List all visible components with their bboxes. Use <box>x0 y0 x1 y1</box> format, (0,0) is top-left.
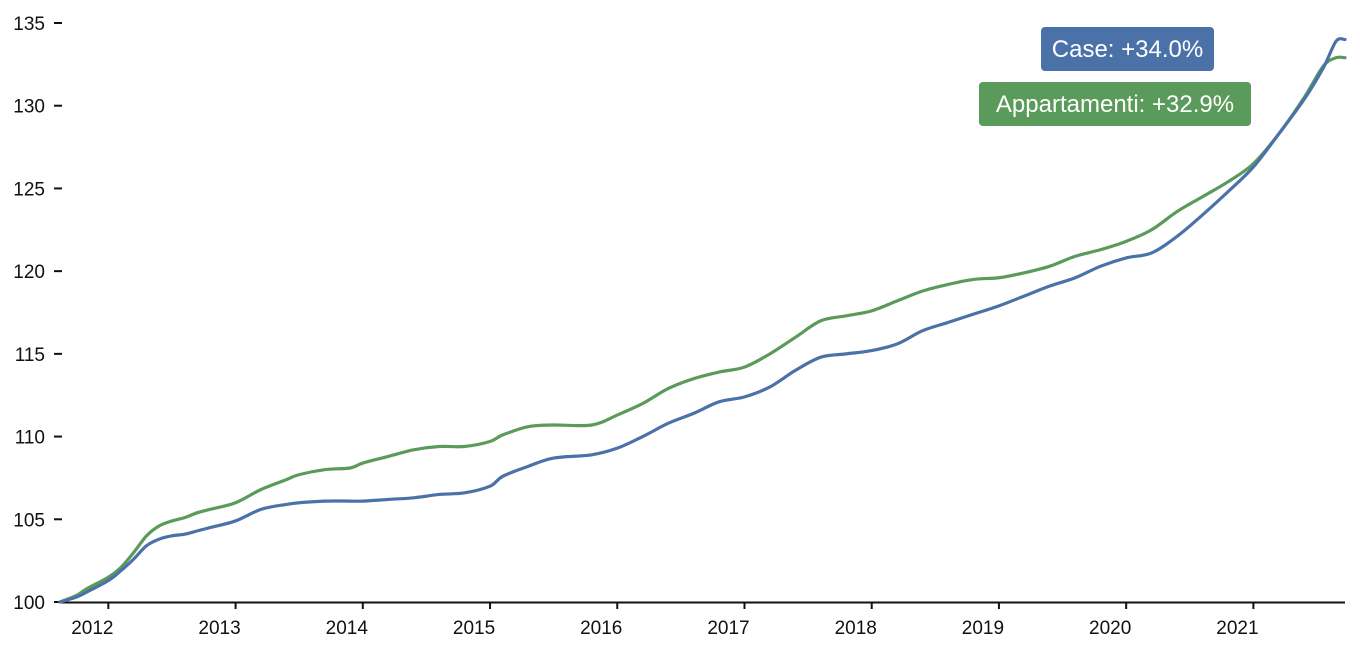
x-tick-label-2013: 2013 <box>198 618 240 639</box>
legend-label-case: Case: +34.0% <box>1052 36 1203 63</box>
y-tick-label-110: 110 <box>15 428 45 449</box>
x-tick-label-2018: 2018 <box>835 618 877 639</box>
y-tick-label-105: 105 <box>13 510 45 531</box>
x-tick-label-2014: 2014 <box>326 618 369 639</box>
y-tick-label-115: 115 <box>15 345 45 366</box>
legend: Case: +34.0% Appartamenti: +32.9% <box>979 27 1251 126</box>
x-tick-label-2021: 2021 <box>1216 618 1258 639</box>
series-line-case <box>58 37 1347 604</box>
x-tick-label-2012: 2012 <box>71 618 113 639</box>
series-lines <box>58 37 1347 604</box>
y-tick-label-130: 130 <box>13 97 45 118</box>
x-tick-label-2019: 2019 <box>962 618 1004 639</box>
legend-badge-case <box>1041 27 1214 71</box>
y-tick-label-120: 120 <box>13 262 45 283</box>
legend-badge-appartamenti <box>979 82 1251 126</box>
series-line-appartamenti <box>58 55 1347 604</box>
x-tick-label-2016: 2016 <box>580 618 622 639</box>
y-tick-label-100: 100 <box>13 593 45 614</box>
x-tick-label-2020: 2020 <box>1089 618 1131 639</box>
x-tick-label-2015: 2015 <box>453 618 495 639</box>
axes: 100 105 110 115 120 125 130 135 2012 2013 2014 2015… <box>13 14 1345 639</box>
legend-label-appartamenti: Appartamenti: +32.9% <box>996 91 1234 118</box>
x-tick-label-2017: 2017 <box>707 618 749 639</box>
y-tick-label-135: 135 <box>13 14 45 35</box>
y-tick-label-125: 125 <box>13 179 45 200</box>
